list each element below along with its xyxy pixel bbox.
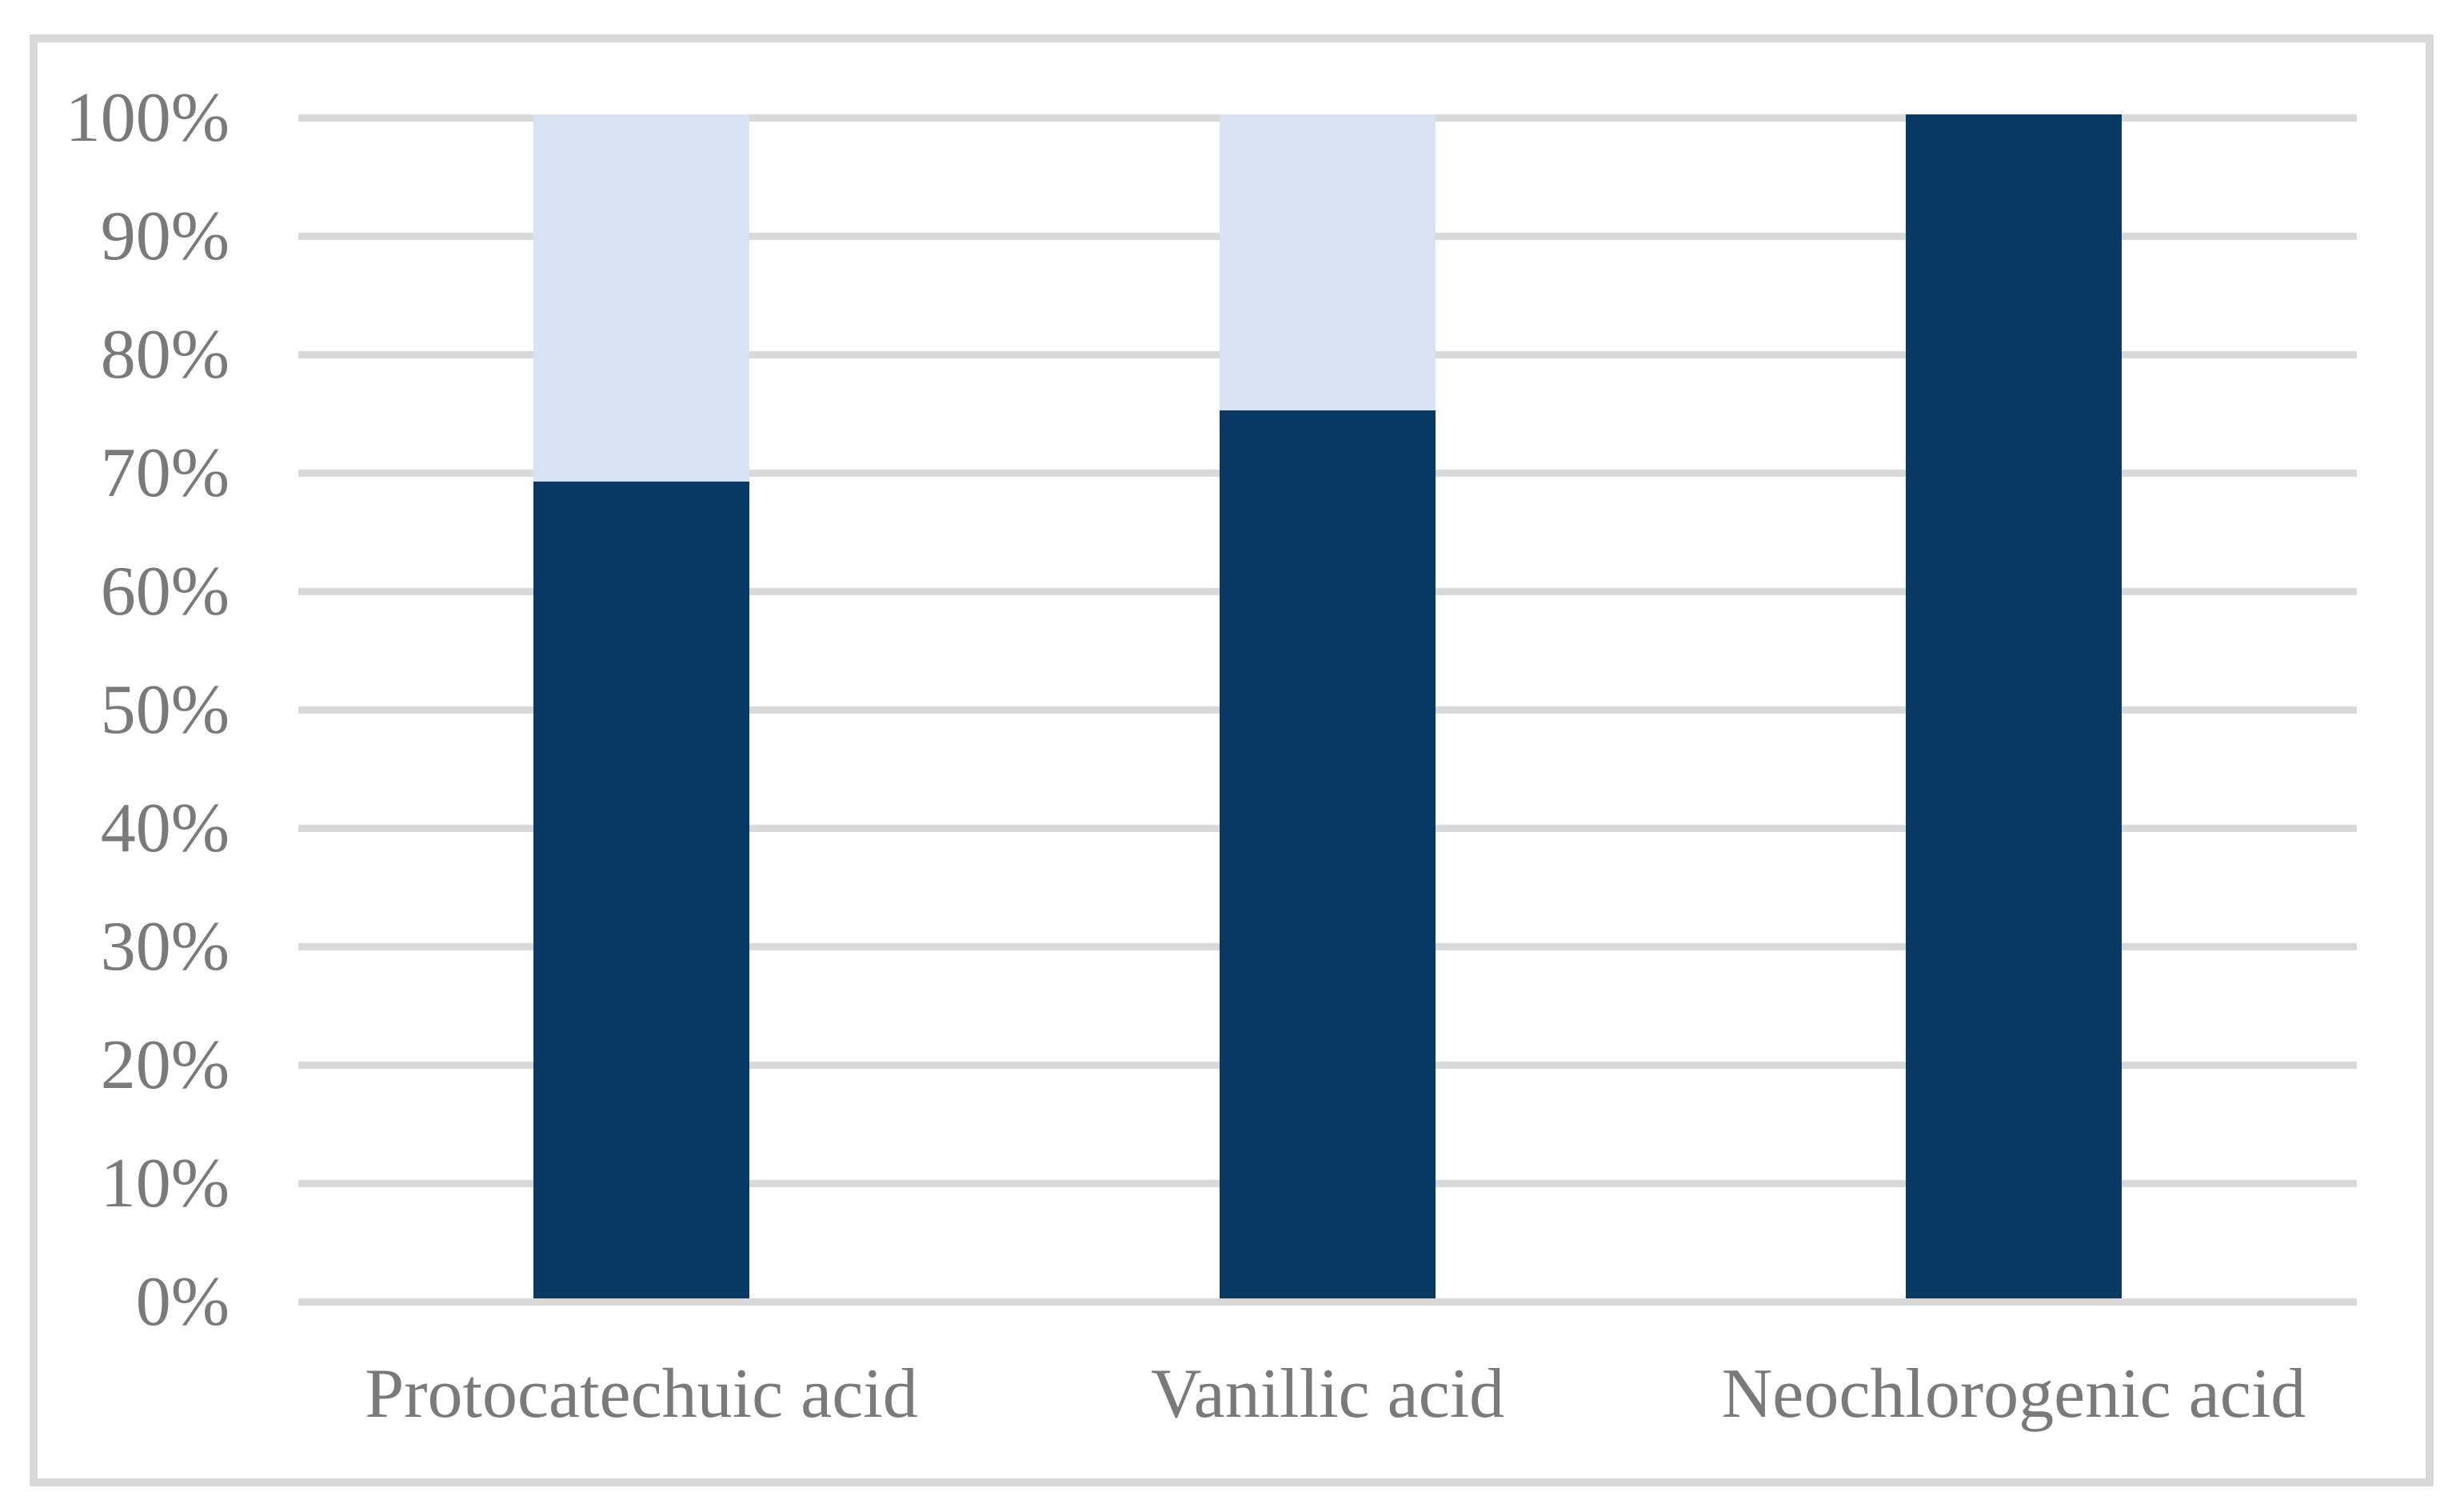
bar-segment-bottom-segment-dark-navy — [1220, 410, 1436, 1298]
y-axis-tick-label: 50% — [100, 670, 230, 749]
y-axis-tick-label: 10% — [100, 1144, 230, 1222]
x-axis-category-label: Vanillic acid — [1150, 1355, 1505, 1433]
y-axis-tick-label: 80% — [100, 315, 230, 394]
y-axis-tick-label: 40% — [100, 789, 230, 867]
y-axis-tick-label: 100% — [65, 78, 230, 157]
bar-segment-bottom-segment-dark-navy — [1906, 114, 2122, 1298]
y-axis-tick-label: 60% — [100, 552, 230, 630]
x-axis-category-label: Neochlorogenic acid — [1721, 1355, 2306, 1433]
y-axis-tick-label: 70% — [100, 434, 230, 512]
bar-segment-top-segment-light-blue — [533, 114, 749, 482]
bar-segment-bottom-segment-dark-navy — [533, 481, 749, 1298]
y-axis-tick-label: 20% — [100, 1026, 230, 1104]
y-axis-tick-label: 0% — [135, 1262, 230, 1341]
bar-segment-top-segment-light-blue — [1220, 114, 1436, 410]
x-axis-category-label: Protocatechuic acid — [365, 1355, 918, 1433]
y-axis-tick-label: 30% — [100, 907, 230, 986]
y-gridline — [298, 1298, 2357, 1306]
y-axis-tick-label: 90% — [100, 197, 230, 275]
